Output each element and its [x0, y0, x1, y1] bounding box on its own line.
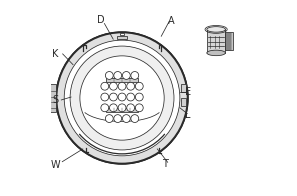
Text: L: L: [185, 110, 190, 120]
Circle shape: [118, 82, 126, 90]
Circle shape: [118, 93, 126, 101]
Ellipse shape: [207, 50, 225, 56]
Circle shape: [122, 115, 130, 122]
Circle shape: [114, 72, 122, 79]
Circle shape: [110, 93, 117, 101]
Circle shape: [127, 93, 135, 101]
Polygon shape: [56, 32, 188, 164]
Circle shape: [118, 104, 126, 112]
Text: T: T: [162, 159, 168, 169]
Ellipse shape: [207, 27, 225, 32]
FancyBboxPatch shape: [50, 84, 56, 112]
Text: A: A: [168, 15, 174, 26]
Circle shape: [101, 104, 109, 112]
Circle shape: [131, 115, 139, 122]
Circle shape: [101, 93, 109, 101]
Polygon shape: [70, 46, 174, 150]
FancyBboxPatch shape: [106, 108, 138, 112]
FancyBboxPatch shape: [225, 32, 233, 51]
FancyBboxPatch shape: [207, 29, 225, 53]
Circle shape: [80, 56, 164, 140]
FancyBboxPatch shape: [181, 84, 186, 92]
Circle shape: [105, 115, 113, 122]
Text: W: W: [50, 160, 60, 170]
Text: E: E: [185, 87, 191, 97]
FancyBboxPatch shape: [181, 98, 186, 106]
Circle shape: [135, 82, 143, 90]
Circle shape: [56, 32, 188, 164]
FancyBboxPatch shape: [106, 78, 138, 82]
Circle shape: [135, 104, 143, 112]
Circle shape: [127, 82, 135, 90]
Circle shape: [114, 115, 122, 122]
Circle shape: [122, 72, 130, 79]
FancyBboxPatch shape: [117, 36, 127, 39]
Circle shape: [110, 104, 117, 112]
Text: D: D: [97, 15, 104, 25]
Text: K: K: [52, 49, 59, 59]
Circle shape: [105, 72, 113, 79]
Circle shape: [127, 104, 135, 112]
Circle shape: [101, 82, 109, 90]
Circle shape: [131, 72, 139, 79]
Circle shape: [135, 93, 143, 101]
FancyBboxPatch shape: [120, 33, 124, 35]
Text: S: S: [52, 95, 59, 105]
Circle shape: [110, 82, 117, 90]
